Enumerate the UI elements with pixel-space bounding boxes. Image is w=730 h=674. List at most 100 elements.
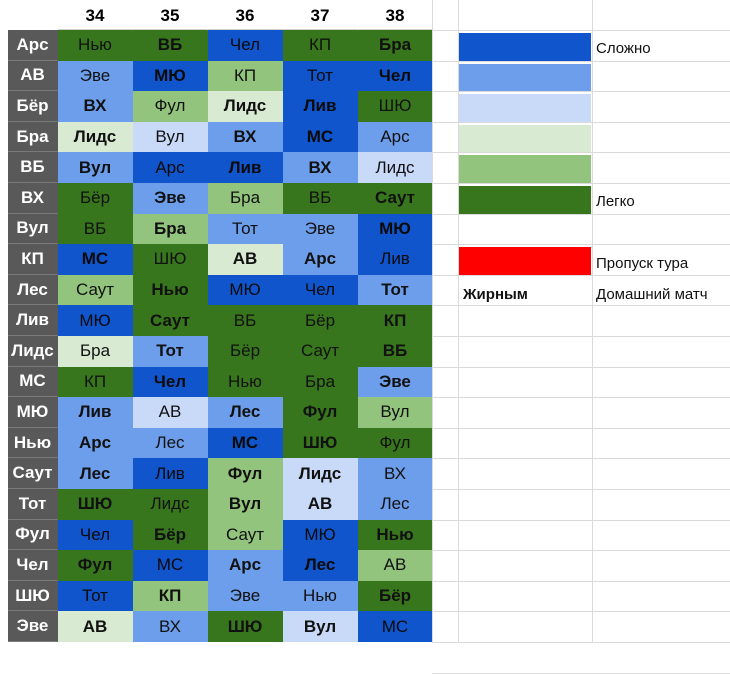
row-label[interactable]: Нью [8,427,58,459]
fixture-cell[interactable]: АВ [133,397,208,428]
fixture-cell[interactable]: ШЮ [58,489,133,520]
fixture-cell[interactable]: Саут [58,274,133,306]
fixture-cell[interactable]: КП [58,366,133,398]
fixture-cell[interactable]: АВ [58,611,133,642]
row-label[interactable]: ШЮ [8,580,58,612]
row-label[interactable]: ВБ [8,152,58,183]
row-label[interactable]: Вул [8,213,58,245]
fixture-cell[interactable]: Лидс [358,152,433,183]
fixture-cell[interactable]: ВХ [208,121,283,153]
fixture-cell[interactable]: АВ [283,489,358,520]
fixture-cell[interactable]: АВ [208,244,283,275]
fixture-cell[interactable]: ВБ [358,336,433,367]
fixture-cell[interactable]: МС [283,121,358,153]
row-label[interactable]: МЮ [8,397,58,428]
row-label[interactable]: Бёр [8,91,58,122]
fixture-cell[interactable]: Лес [208,397,283,428]
row-label[interactable]: ВХ [8,183,58,214]
fixture-cell[interactable]: Арс [208,550,283,581]
row-label[interactable]: Лив [8,305,58,336]
row-label[interactable]: Саут [8,458,58,489]
fixture-cell[interactable]: МС [208,427,283,459]
fixture-cell[interactable]: Чел [283,274,358,306]
fixture-cell[interactable]: Бёр [283,305,358,336]
fixture-cell[interactable]: ШЮ [283,427,358,459]
fixture-cell[interactable]: Лес [283,550,358,581]
fixture-cell[interactable]: КП [208,60,283,92]
fixture-cell[interactable]: Лив [133,458,208,489]
fixture-cell[interactable]: Эве [283,213,358,245]
fixture-cell[interactable]: Нью [358,519,433,551]
fixture-cell[interactable]: Фул [283,397,358,428]
fixture-cell[interactable]: Фул [133,91,208,122]
fixture-cell[interactable]: Вул [283,611,358,642]
fixture-cell[interactable]: Лес [358,489,433,520]
fixture-cell[interactable]: ВБ [58,213,133,245]
row-label[interactable]: КП [8,244,58,275]
fixture-cell[interactable]: Лес [133,427,208,459]
fixture-cell[interactable]: Эве [208,580,283,612]
fixture-cell[interactable]: ВБ [133,30,208,61]
fixture-cell[interactable]: МЮ [133,60,208,92]
row-label[interactable]: Арс [8,30,58,61]
fixture-cell[interactable]: Саут [133,305,208,336]
fixture-cell[interactable]: МЮ [58,305,133,336]
fixture-cell[interactable]: Фул [358,427,433,459]
fixture-cell[interactable]: Бёр [208,336,283,367]
fixture-cell[interactable]: Бра [283,366,358,398]
fixture-cell[interactable]: Бра [358,30,433,61]
fixture-cell[interactable]: ВХ [283,152,358,183]
row-label[interactable]: Лидс [8,336,58,367]
fixture-cell[interactable]: Бёр [133,519,208,551]
fixture-cell[interactable]: Арс [283,244,358,275]
fixture-cell[interactable]: КП [133,580,208,612]
row-label[interactable]: Чел [8,550,58,581]
fixture-cell[interactable]: ВХ [58,91,133,122]
row-label[interactable]: Тот [8,489,58,520]
fixture-cell[interactable]: Лес [58,458,133,489]
row-label[interactable]: Эве [8,611,58,642]
fixture-cell[interactable]: Тот [133,336,208,367]
column-header-38[interactable]: 38 [358,3,433,30]
fixture-cell[interactable]: Фул [58,550,133,581]
fixture-cell[interactable]: Эве [358,366,433,398]
fixture-cell[interactable]: Нью [208,366,283,398]
row-label[interactable]: Бра [8,121,58,153]
fixture-cell[interactable]: Арс [58,427,133,459]
fixture-cell[interactable]: КП [358,305,433,336]
column-header-37[interactable]: 37 [283,3,358,30]
fixture-cell[interactable]: Лидс [208,91,283,122]
fixture-cell[interactable]: Чел [358,60,433,92]
column-header-36[interactable]: 36 [208,3,283,30]
fixture-cell[interactable]: ВХ [358,458,433,489]
fixture-cell[interactable]: Лив [358,244,433,275]
fixture-cell[interactable]: Бёр [358,580,433,612]
fixture-cell[interactable]: ШЮ [133,244,208,275]
fixture-cell[interactable]: Нью [133,274,208,306]
fixture-cell[interactable]: ВБ [283,183,358,214]
fixture-cell[interactable]: ШЮ [358,91,433,122]
fixture-cell[interactable]: Тот [283,60,358,92]
fixture-cell[interactable]: Саут [208,519,283,551]
column-header-35[interactable]: 35 [133,3,208,30]
fixture-cell[interactable]: Чел [133,366,208,398]
fixture-cell[interactable]: Лидс [283,458,358,489]
fixture-cell[interactable]: Нью [58,30,133,61]
fixture-cell[interactable]: Лив [208,152,283,183]
fixture-cell[interactable]: Эве [58,60,133,92]
row-label[interactable]: Лес [8,274,58,306]
fixture-cell[interactable]: Тот [208,213,283,245]
fixture-cell[interactable]: Тот [58,580,133,612]
fixture-cell[interactable]: Саут [283,336,358,367]
fixture-cell[interactable]: Эве [133,183,208,214]
row-label[interactable]: Фул [8,519,58,551]
fixture-cell[interactable]: Вул [133,121,208,153]
column-header-34[interactable]: 34 [58,3,133,30]
fixture-cell[interactable]: Бра [208,183,283,214]
fixture-cell[interactable]: Саут [358,183,433,214]
fixture-cell[interactable]: Фул [208,458,283,489]
fixture-cell[interactable]: ВХ [133,611,208,642]
fixture-cell[interactable]: Тот [358,274,433,306]
fixture-cell[interactable]: МС [358,611,433,642]
fixture-cell[interactable]: Лив [58,397,133,428]
